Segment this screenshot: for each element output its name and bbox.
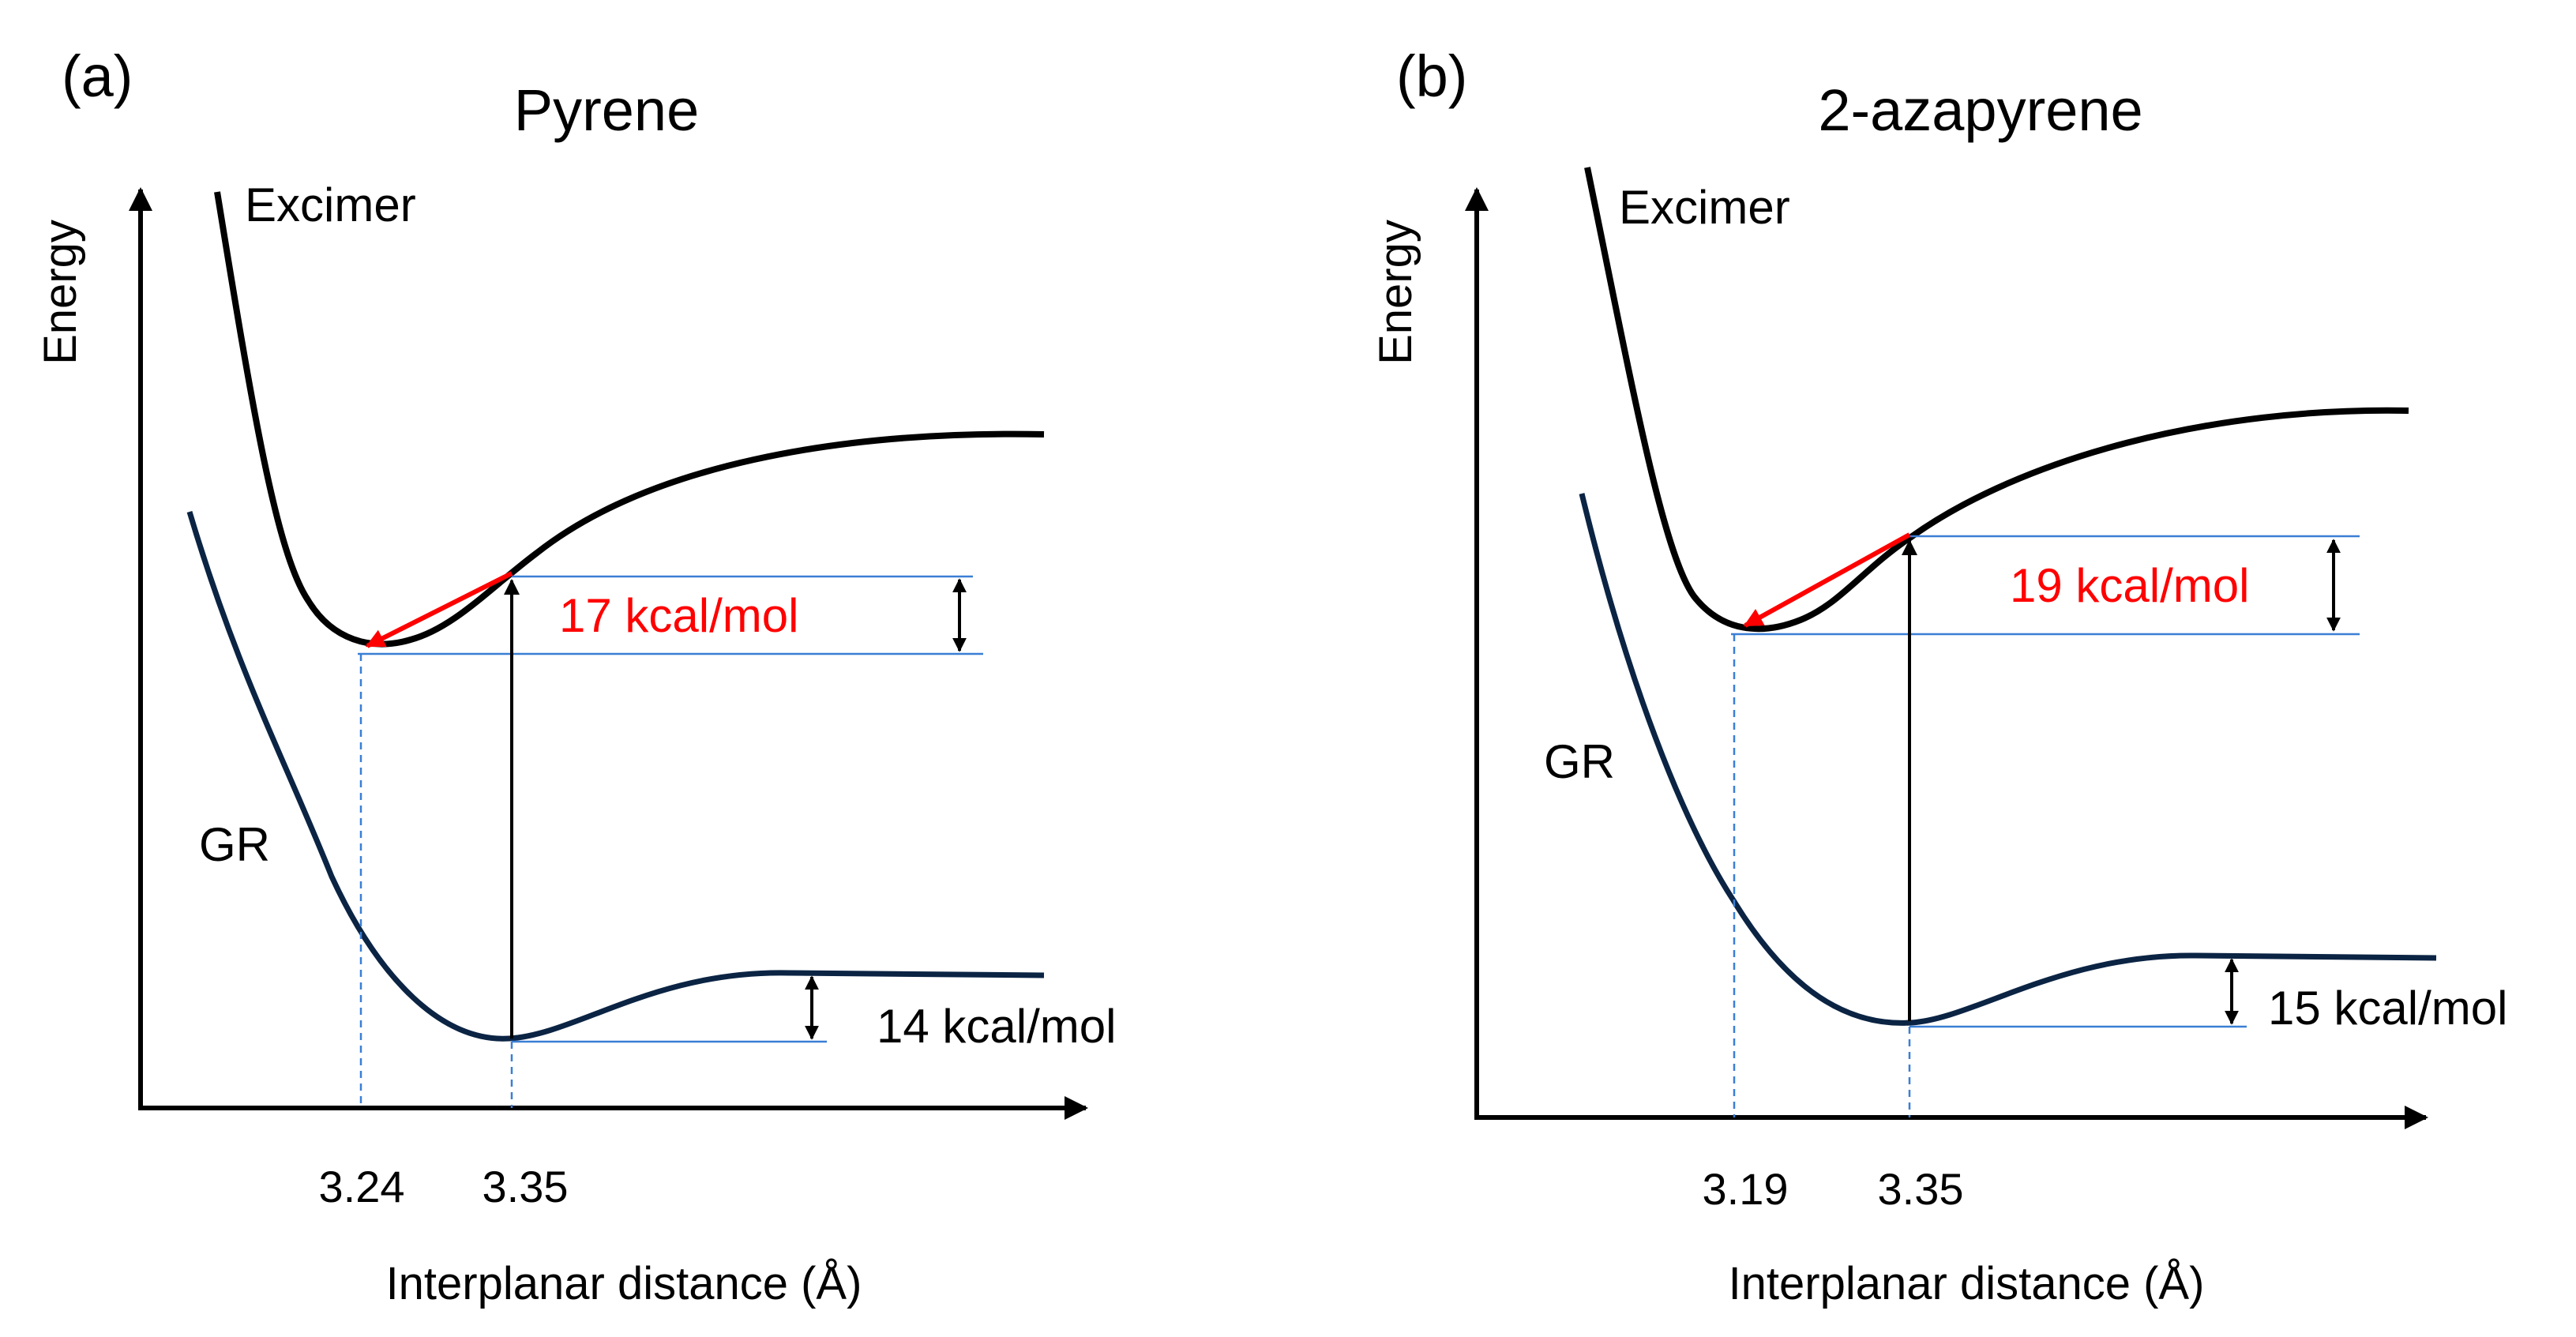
panel-a-excimer-label: Excimer <box>245 178 416 231</box>
panel-a-tick-min: 3.24 <box>319 1162 405 1211</box>
panel-b: (b) 2-azapyrene Energy Interplanar dista… <box>1370 43 2507 1309</box>
panel-a-relaxation-arrow <box>365 571 513 648</box>
panel-b-letter: (b) <box>1396 43 1467 109</box>
panel-b-excimer-barrier-value: 19 kcal/mol <box>2010 559 2249 612</box>
panel-a-title: Pyrene <box>514 77 699 143</box>
panel-b-y-axis-label: Energy <box>1370 220 1421 365</box>
panel-a-ground-label: GR <box>199 818 270 871</box>
panel-b-excimer-curve <box>1584 167 2409 633</box>
panel-a-x-axis-label: Interplanar distance (Å) <box>386 1258 862 1309</box>
panel-a-letter: (a) <box>62 43 133 109</box>
panel-b-x-axis-label: Interplanar distance (Å) <box>1729 1258 2205 1309</box>
panel-a-excimer-curve <box>214 191 1045 648</box>
panel-b-ground-barrier-value: 15 kcal/mol <box>2268 982 2507 1035</box>
panel-a-excimer-barrier-value: 17 kcal/mol <box>559 589 798 642</box>
panel-a-ground-barrier-value: 14 kcal/mol <box>877 1000 1116 1053</box>
panel-b-ground-state-curve <box>1579 493 2437 1026</box>
panel-b-tick-min: 3.19 <box>1703 1164 1789 1214</box>
panel-b-ground-label: GR <box>1544 735 1615 788</box>
panel-b-title: 2-azapyrene <box>1818 77 2142 143</box>
panel-a-tick-ref: 3.35 <box>483 1162 569 1211</box>
panel-b-relaxation-arrow <box>1743 532 1911 628</box>
panel-b-excimer-label: Excimer <box>1619 181 1790 234</box>
panel-a: (a) Pyrene Energy Interplanar distance (… <box>35 43 1116 1309</box>
panel-a-y-axis-label: Energy <box>35 220 86 365</box>
panel-a-ground-state-curve <box>186 511 1045 1042</box>
panel-b-tick-ref: 3.35 <box>1878 1164 1964 1214</box>
